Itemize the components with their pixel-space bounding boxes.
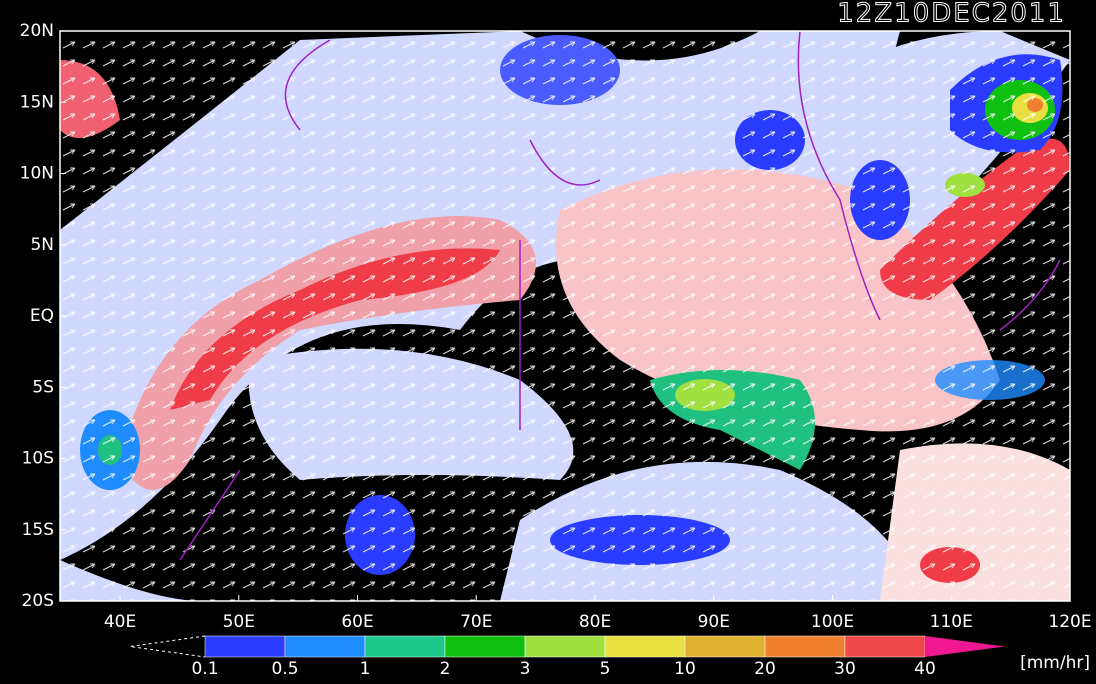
lat-label: 5S [32, 377, 54, 397]
colorbar-box [524, 635, 606, 658]
colorbar-label: 5 [600, 659, 611, 679]
lon-label: 110E [930, 612, 973, 632]
colorbar-arrow [925, 636, 1005, 657]
lat-label: 10S [22, 449, 54, 469]
colorbar-label: 2 [440, 659, 451, 679]
colorbar-label: 20 [754, 659, 776, 679]
lon-label: 60E [341, 612, 373, 632]
colorbar-label: 3 [520, 659, 531, 679]
lat-label: 20S [22, 591, 54, 611]
colorbar-box [284, 635, 366, 658]
colorbar-label: 0.5 [271, 659, 298, 679]
lat-label: 15N [20, 92, 54, 112]
colorbar: 0.1 0.5 1 2 3 5 10 20 30 40 [129, 635, 1005, 679]
colorbar-label: 1 [360, 659, 371, 679]
precip-wind-field [60, 31, 1070, 601]
colorbar-box [204, 635, 286, 658]
lon-label: 100E [811, 612, 854, 632]
colorbar-unit: [mm/hr] [1020, 653, 1090, 673]
colorbar-label: 40 [914, 659, 936, 679]
lon-label: 120E [1048, 612, 1091, 632]
map-title: 12Z10DEC2011 [837, 0, 1066, 29]
lat-label: 10N [20, 164, 54, 184]
lat-label: 5N [30, 235, 54, 255]
colorbar-box [364, 635, 446, 658]
colorbar-box [764, 635, 846, 658]
lon-axis: 40E 50E 60E 70E 80E 90E 100E 110E 120E [104, 595, 1092, 632]
lat-label: 15S [22, 520, 54, 540]
lat-label: 20N [20, 21, 54, 41]
lon-label: 40E [104, 612, 136, 632]
lat-axis: 20N 15N 10N 5N EQ 5S 10S 15S 20S [20, 21, 66, 611]
colorbar-label: 0.1 [191, 659, 218, 679]
lon-label: 50E [223, 612, 255, 632]
lon-label: 70E [460, 612, 492, 632]
lon-label: 80E [579, 612, 611, 632]
colorbar-box [604, 635, 686, 658]
colorbar-label: 10 [674, 659, 696, 679]
lon-label: 90E [698, 612, 730, 632]
colorbar-box [844, 635, 926, 658]
colorbar-label: 30 [834, 659, 856, 679]
lat-label: EQ [30, 306, 54, 326]
colorbar-box [444, 635, 526, 658]
colorbar-box [684, 635, 766, 658]
